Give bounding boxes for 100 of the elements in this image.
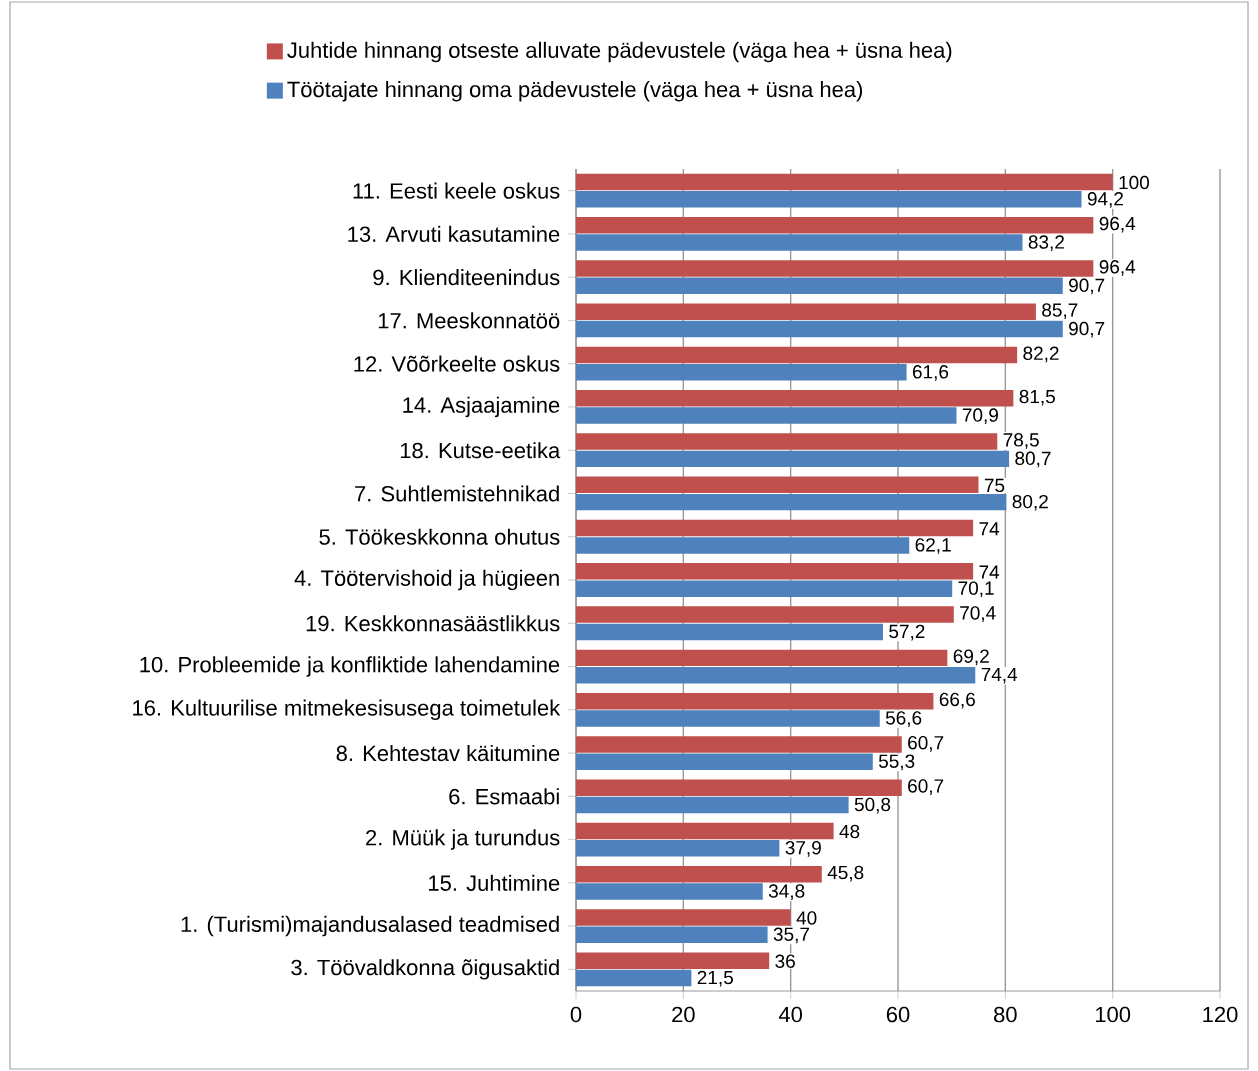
bar: [576, 865, 822, 883]
bar: [576, 840, 780, 857]
bar: [576, 346, 1018, 364]
data-label: 36: [775, 954, 795, 968]
bar: [576, 234, 1023, 251]
data-label: 80,7: [1015, 451, 1051, 468]
bar: [576, 519, 974, 537]
data-label: 50,8: [854, 797, 891, 814]
bar: [576, 433, 998, 450]
data-label: 85,7: [1042, 303, 1078, 320]
data-label: 55,3: [878, 754, 915, 771]
y-tick-label: 2. Müük ja turundus: [366, 829, 560, 850]
bar: [576, 450, 1010, 468]
data-label: 21,5: [697, 970, 733, 987]
data-label: 60,7: [908, 779, 944, 795]
data-label: 94,2: [1087, 192, 1123, 208]
data-label: 96,4: [1099, 260, 1136, 276]
bar: [576, 364, 907, 381]
bar: [576, 753, 873, 770]
bar: [576, 623, 883, 641]
data-label: 40: [796, 911, 817, 925]
data-label: 78,5: [1003, 433, 1039, 449]
y-tick-label: 18. Kutse-eetika: [400, 442, 561, 459]
bar: [576, 390, 1014, 407]
x-tick-label: 0: [570, 1006, 582, 1023]
data-label: 100: [1119, 175, 1150, 190]
data-label: 70,9: [962, 408, 998, 425]
y-tick-label: 4. Töötervishoid ja hügieen: [294, 569, 559, 591]
data-label: 90,7: [1069, 321, 1105, 338]
bar: [576, 649, 948, 667]
y-tick-label: 6. Esmaabi: [449, 788, 559, 805]
data-label: 81,5: [1019, 389, 1055, 406]
bar: [576, 710, 880, 727]
legend-label: Töötajate hinnang oma pädevustele (väga hea + üsna hea): [287, 81, 863, 102]
bar: [576, 260, 1094, 277]
bar: [576, 606, 954, 623]
y-tick-label: 14. Asjaajamine: [403, 396, 560, 418]
x-tick-label: 120: [1203, 1006, 1238, 1023]
data-label: 37,9: [785, 840, 821, 857]
bar: [576, 476, 979, 494]
bar: [576, 822, 834, 840]
data-label: 90,7: [1069, 278, 1105, 295]
y-tick-label: 8. Kehtestav käitumine: [336, 744, 560, 762]
data-label: 60,7: [908, 735, 944, 752]
x-tick-label: 100: [1095, 1006, 1131, 1023]
y-tick-label: 7. Suhtlemistehnikad: [355, 485, 559, 502]
bar: [576, 580, 953, 597]
bar: [576, 493, 1007, 511]
data-label: 48: [839, 824, 860, 839]
bar: [576, 692, 934, 710]
bar: [576, 796, 849, 814]
data-label: 96,4: [1099, 216, 1136, 233]
bar: [576, 191, 1082, 208]
bar: [576, 666, 976, 684]
data-label: 83,2: [1028, 235, 1064, 252]
x-tick-label: 80: [994, 1006, 1017, 1023]
bar: [576, 926, 768, 944]
data-label: 45,8: [827, 865, 864, 882]
y-tick-label: 9. Klienditeenindus: [373, 269, 560, 286]
data-label: 61,6: [912, 365, 949, 381]
bar: [576, 779, 902, 796]
y-tick-label: 5. Töökeskkonna ohutus: [319, 528, 560, 545]
data-label: 74: [979, 565, 1000, 579]
bar: [576, 969, 692, 987]
y-tick-label: 15. Juhtimine: [429, 874, 560, 891]
data-label: 82,2: [1023, 346, 1059, 363]
bar: [576, 883, 763, 900]
x-tick-label: 60: [886, 1006, 910, 1023]
bar: [576, 407, 957, 424]
bar: [576, 320, 1063, 338]
y-tick-label: 17. Meeskonnatöö: [378, 312, 560, 329]
bar: [576, 217, 1094, 234]
bar: [576, 537, 910, 554]
data-label: 56,6: [885, 711, 922, 727]
data-label: 70,1: [958, 581, 994, 598]
y-tick-label: 19. Keskkonnasäästlikkus: [306, 615, 560, 632]
bar: [576, 736, 902, 753]
data-label: 62,1: [915, 538, 951, 554]
x-tick-label: 40: [778, 1006, 803, 1023]
y-tick-label: 3. Töövaldkonna õigusaktid: [291, 959, 559, 980]
bar: [576, 952, 770, 969]
data-label: 74: [979, 522, 1000, 536]
data-label: 34,8: [768, 884, 805, 900]
bar: [576, 277, 1063, 295]
y-tick-label: 12. Võõrkeelte oskus: [354, 355, 560, 372]
y-tick-label: 13. Arvuti kasutamine: [348, 225, 560, 242]
data-label: 80,2: [1012, 494, 1048, 511]
data-label: 74,4: [981, 667, 1018, 684]
data-label: 69,2: [953, 649, 989, 666]
bar: [576, 563, 974, 580]
data-label: 70,4: [960, 606, 996, 622]
x-tick-label: 20: [672, 1006, 695, 1023]
bar: [576, 303, 1036, 321]
y-tick-label: 1. (Turismi)majandusalased teadmised: [181, 915, 559, 937]
bar: [576, 173, 1113, 191]
legend-label: Juhtide hinnang otseste alluvate pädevustele (väga hea + üsna hea): [287, 41, 952, 63]
bar: [576, 909, 791, 926]
y-tick-label: 10. Probleemide ja konfliktide lahendamine: [140, 656, 560, 677]
data-label: 66,6: [939, 692, 975, 709]
data-label: 35,7: [773, 927, 810, 944]
